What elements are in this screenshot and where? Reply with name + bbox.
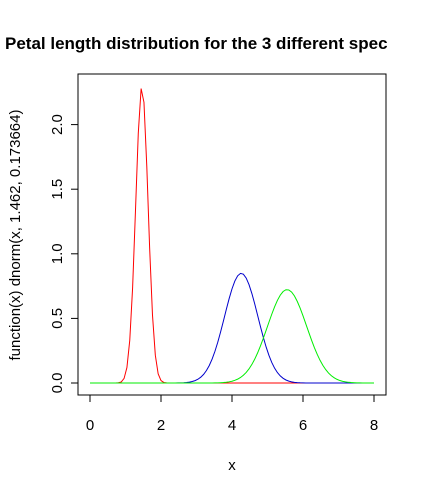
y-axis-label: function(x) dnorm(x, 1.462, 0.173664) — [7, 110, 24, 361]
series-line-3 — [90, 289, 375, 384]
x-axis: 0 2 4 6 8 — [86, 394, 378, 434]
plot-frame — [77, 73, 387, 396]
y-tick-label: 0.5 — [49, 308, 66, 329]
y-tick-label: 0.0 — [49, 373, 66, 394]
y-axis: 0.0 0.5 1.0 1.5 2.0 — [49, 114, 79, 394]
x-tick-label: 4 — [228, 417, 236, 434]
chart-title: Petal length distribution for the 3 diff… — [5, 34, 388, 53]
x-tick-label: 8 — [370, 417, 378, 434]
x-tick-label: 6 — [299, 417, 307, 434]
y-tick-label: 2.0 — [49, 114, 66, 135]
y-tick-label: 1.0 — [49, 243, 66, 264]
x-axis-label: x — [228, 457, 236, 474]
x-tick-label: 0 — [86, 417, 94, 434]
series-line-1 — [90, 88, 374, 384]
y-tick-label: 1.5 — [49, 179, 66, 200]
series-layer — [90, 88, 375, 384]
x-tick-label: 2 — [157, 417, 165, 434]
